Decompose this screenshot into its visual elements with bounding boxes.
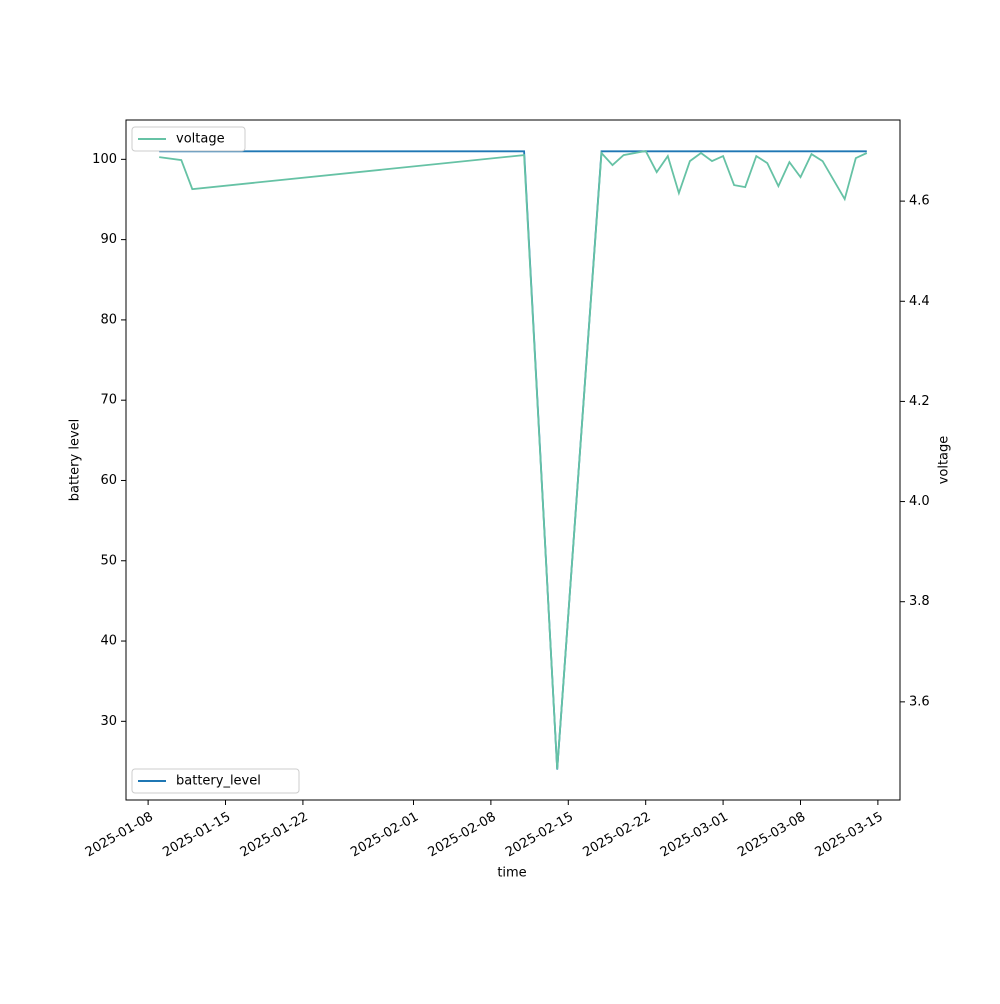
legend-label: voltage <box>176 132 225 147</box>
y2-axis-label: voltage <box>937 436 952 485</box>
y-tick-label: 100 <box>92 152 117 167</box>
plot-frame <box>125 119 901 801</box>
y2-tick-label: 4.0 <box>909 494 930 509</box>
legend-box <box>131 126 246 152</box>
x-tick-label: 2025-03-08 <box>735 810 808 861</box>
x-tick-label: 2025-01-15 <box>160 810 233 861</box>
y-tick-label: 50 <box>100 553 117 568</box>
y-tick-label: 40 <box>100 634 117 649</box>
line <box>159 149 868 770</box>
y-tick-label: 90 <box>100 232 117 247</box>
x-axis-label: time <box>497 866 526 881</box>
x-tick-label: 2025-02-15 <box>503 810 576 861</box>
x-tick-label: 2025-01-08 <box>83 810 156 861</box>
y-axis-label: battery level <box>68 419 83 502</box>
y-tick-label: 80 <box>100 312 117 327</box>
y-tick-label: 70 <box>100 393 117 408</box>
x-tick-label: 2025-03-15 <box>813 810 886 861</box>
x-tick-label: 2025-02-22 <box>580 810 653 861</box>
y2-tick-label: 3.6 <box>909 694 930 709</box>
legend-box <box>131 768 300 794</box>
x-tick-label: 2025-02-08 <box>426 810 499 861</box>
legend-label: battery_level <box>176 774 261 789</box>
x-tick-label: 2025-03-01 <box>658 810 731 861</box>
y2-tick-label: 4.6 <box>909 194 930 209</box>
y2-tick-label: 4.4 <box>909 294 930 309</box>
y-tick-label: 30 <box>100 714 117 729</box>
x-tick-label: 2025-01-22 <box>238 810 311 861</box>
y-tick-label: 60 <box>100 473 117 488</box>
y2-tick-label: 3.8 <box>909 594 930 609</box>
y2-tick-label: 4.2 <box>909 394 930 409</box>
line <box>159 150 867 770</box>
x-tick-label: 2025-02-01 <box>348 810 421 861</box>
